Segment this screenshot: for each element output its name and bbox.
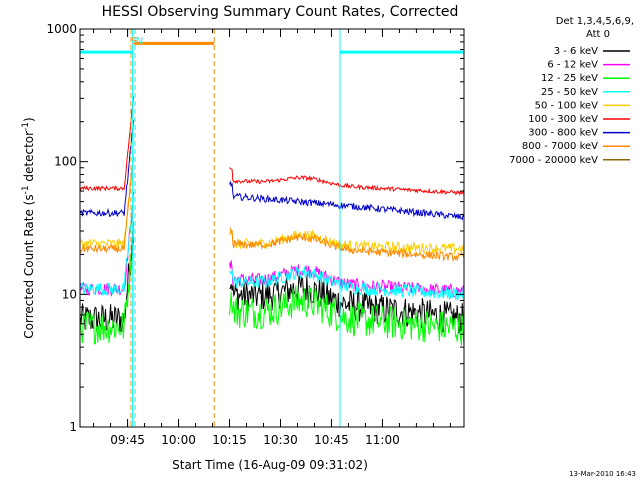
legend-label: 300 - 800 keV	[528, 128, 598, 139]
legend-label: 800 - 7000 keV	[522, 141, 598, 152]
axis-ticks: 09:45 10:00 10:15 10:30 10:45 11:00 1 10 100 1000	[46, 22, 464, 447]
series-line	[229, 260, 465, 298]
series-line	[79, 193, 134, 296]
y-tick-label: 1	[69, 420, 77, 434]
series-line	[229, 167, 465, 197]
footer-date: 13-Mar-2010 16:43	[569, 470, 636, 478]
x-axis-label: Start Time (16-Aug-09 09:31:02)	[172, 458, 368, 472]
legend-label: 100 - 300 keV	[528, 114, 598, 125]
legend-label: 12 - 25 keV	[541, 73, 598, 84]
x-tick-label: 10:30	[263, 433, 298, 447]
series-line	[79, 96, 134, 192]
x-tick-label: 11:00	[365, 433, 400, 447]
legend-header-2: Att 0	[586, 29, 610, 40]
plot-lines: SN	[79, 29, 465, 427]
series-line	[79, 157, 134, 254]
series-line	[229, 266, 465, 301]
x-tick-label: 10:45	[314, 433, 349, 447]
x-tick-label: 09:45	[110, 433, 145, 447]
legend-label: 25 - 50 keV	[541, 87, 598, 98]
chart-title: HESSI Observing Summary Count Rates, Cor…	[102, 4, 459, 20]
x-tick-label: 10:00	[161, 433, 196, 447]
series-line	[229, 229, 465, 255]
legend-label: 6 - 12 keV	[547, 60, 598, 71]
legend-label: 3 - 6 keV	[554, 46, 598, 57]
legend-label: 7000 - 20000 keV	[509, 155, 598, 166]
series-line	[229, 227, 465, 263]
series-line	[229, 180, 465, 221]
legend: 3 - 6 keV 6 - 12 keV 12 - 25 keV 25 - 50 ke…	[509, 46, 630, 166]
legend-label: 50 - 100 keV	[535, 100, 599, 111]
y-tick-label: 10	[62, 287, 77, 301]
x-tick-label: 10:15	[212, 433, 247, 447]
y-tick-label: 100	[54, 155, 77, 169]
series-line	[79, 119, 134, 217]
series-line	[229, 273, 465, 334]
annotation-label: N	[136, 36, 143, 47]
series-line	[79, 222, 134, 345]
legend-header-1: Det 1,3,4,5,6,9,	[556, 16, 634, 27]
y-axis-label: Corrected Count Rate (s-1 detector-1)	[21, 117, 36, 338]
annotation-label: S	[131, 36, 137, 47]
y-tick-label: 1000	[46, 22, 77, 36]
series-line	[229, 285, 465, 346]
plot-frame	[79, 28, 465, 428]
